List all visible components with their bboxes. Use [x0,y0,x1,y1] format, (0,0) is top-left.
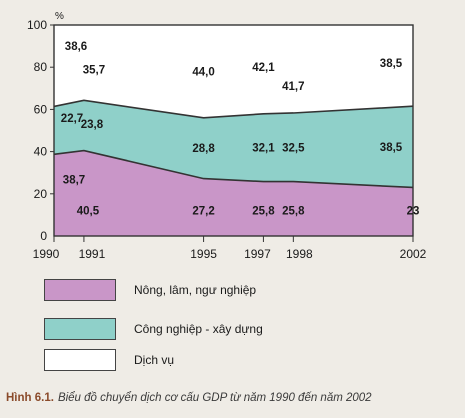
data-label-agriculture: 25,8 [282,206,305,218]
legend-swatch-industry [44,318,116,340]
y-tick-label: 0 [40,229,47,243]
legend-item-agriculture: Nông, lâm, ngư nghiệp [44,278,256,302]
data-label-services: 38,5 [380,58,403,70]
legend-label-agriculture: Nông, lâm, ngư nghiệp [134,283,257,297]
y-tick-label: 40 [34,145,48,159]
data-label-services: 42,1 [252,62,275,74]
data-label-industry: 38,5 [380,142,403,154]
legend-swatch-agriculture [44,279,116,301]
x-tick-label: 2002 [400,247,427,261]
x-tick-label: 1990 [33,247,60,261]
y-tick-label: 20 [34,187,48,201]
caption-text: Biểu đồ chuyển dịch cơ cấu GDP từ năm 19… [57,392,372,404]
data-label-services: 38,6 [65,41,87,53]
y-tick-label: 80 [34,60,48,74]
area-agriculture [54,150,413,236]
legend-item-services: Dịch vụ [44,348,174,372]
data-label-agriculture: 25,8 [252,206,275,218]
data-label-agriculture: 38,7 [63,175,85,187]
legend-label-services: Dịch vụ [134,353,175,367]
data-label-services: 41,7 [282,81,304,93]
data-label-agriculture: 23 [407,206,420,218]
area-industry [54,100,413,188]
boundary-line-agriculture [53,149,414,189]
y-unit-label: % [55,11,64,22]
data-label-agriculture: 40,5 [77,206,100,218]
y-tick-label: 60 [34,102,48,116]
boundary-line-industry [53,99,414,119]
data-label-agriculture: 27,2 [192,206,214,218]
legend-label-industry: Công nghiệp - xây dựng [134,322,263,336]
plot-frame [53,24,414,237]
caption-number: Hình 6.1. [6,392,54,404]
data-label-services: 35,7 [83,64,105,76]
data-label-industry: 32,1 [252,143,275,155]
x-tick-label: 1997 [244,247,271,261]
data-label-industry: 22,7 [61,113,83,125]
x-tick-label: 1998 [286,247,313,261]
data-label-industry: 28,8 [192,143,215,155]
data-label-industry: 32,5 [282,142,305,154]
y-tick-label: 100 [27,18,47,32]
data-label-services: 44,0 [192,66,214,78]
legend-swatch-services [44,349,116,371]
data-label-industry: 23,8 [81,119,104,131]
x-tick-label: 1991 [79,247,106,261]
figure-caption: Hình 6.1. Biểu đồ chuyển dịch cơ cấu GDP … [6,392,461,404]
x-tick-label: 1995 [190,247,217,261]
legend-item-industry: Công nghiệp - xây dựng [44,317,263,341]
